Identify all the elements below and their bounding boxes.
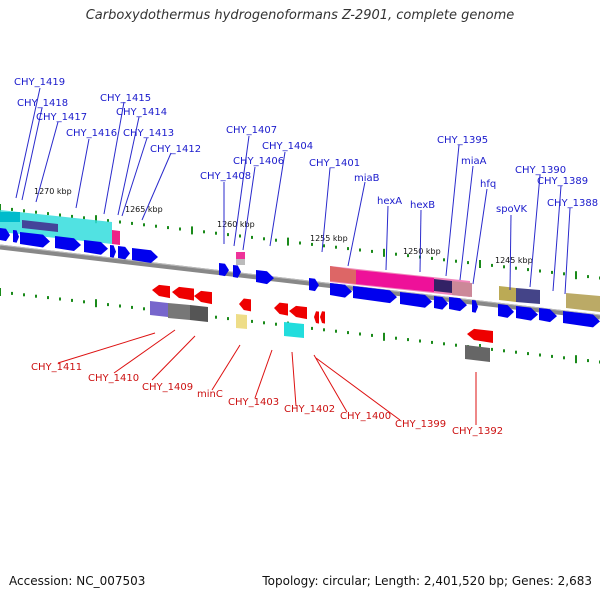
reverse-gene-labels: CHY_1411 CHY_1410 CHY_1409 minC CHY_1403… bbox=[31, 362, 503, 437]
forward-feature-bars bbox=[0, 210, 600, 312]
reverse-gene-arrow bbox=[467, 328, 493, 344]
gene-label: CHY_1401 bbox=[309, 158, 360, 169]
reverse-gene-arrow bbox=[320, 311, 325, 324]
forward-gene-arrow bbox=[256, 270, 274, 285]
forward-gene-labels: CHY_1419 CHY_1418 CHY_1417 CHY_1416 CHY_… bbox=[14, 77, 598, 215]
gene-label: CHY_1408 bbox=[200, 171, 251, 182]
reverse-feature-bars bbox=[150, 301, 490, 362]
reverse-gene-arrow bbox=[314, 311, 319, 324]
forward-gene-arrow bbox=[563, 311, 600, 328]
gene-label: CHY_1407 bbox=[226, 125, 277, 136]
gene-label: miaA bbox=[461, 156, 487, 167]
accession-text: Accession: NC_007503 bbox=[9, 574, 146, 588]
forward-gene-arrow bbox=[84, 240, 108, 255]
scale-label: 1245 kbp bbox=[495, 256, 533, 265]
reverse-gene-arrows bbox=[152, 284, 493, 344]
forward-gene-arrow bbox=[20, 232, 50, 248]
scale-label: 1250 kbp bbox=[403, 247, 441, 256]
topology-text: Topology: circular; Length: 2,401,520 bp… bbox=[262, 574, 592, 588]
scale-label: 1270 kbp bbox=[34, 187, 72, 196]
gene-label: CHY_1395 bbox=[437, 135, 488, 146]
forward-gene-arrow bbox=[516, 306, 538, 321]
forward-gene-arrow bbox=[353, 286, 397, 304]
gene-label: CHY_1389 bbox=[537, 176, 588, 187]
gene-label: CHY_1411 bbox=[31, 362, 82, 373]
forward-gene-arrow bbox=[539, 308, 557, 323]
forward-gene-arrow bbox=[309, 278, 319, 292]
forward-gene-arrow bbox=[0, 228, 10, 242]
forward-gene-arrow bbox=[330, 283, 352, 298]
gene-label: CHY_1399 bbox=[395, 419, 446, 430]
forward-leader-lines bbox=[15, 87, 571, 295]
scale-label: 1265 kbp bbox=[125, 205, 163, 214]
forward-gene-arrow bbox=[434, 296, 448, 310]
gene-label: CHY_1392 bbox=[452, 426, 503, 437]
map-title: Carboxydothermus hydrogenoformans Z-2901… bbox=[85, 8, 515, 23]
forward-gene-arrow bbox=[13, 230, 19, 243]
reverse-gene-arrow bbox=[274, 302, 288, 316]
gene-label: CHY_1418 bbox=[17, 98, 68, 109]
gene-label: minC bbox=[197, 389, 223, 400]
forward-gene-arrow bbox=[472, 300, 478, 313]
forward-gene-arrow bbox=[449, 297, 467, 312]
reverse-leader-lines bbox=[57, 329, 477, 425]
gene-label: CHY_1412 bbox=[150, 144, 201, 155]
gene-label: CHY_1400 bbox=[340, 411, 391, 422]
gene-label: CHY_1416 bbox=[66, 128, 117, 139]
scale-label: 1255 kbp bbox=[310, 234, 348, 243]
reverse-gene-arrow bbox=[172, 286, 194, 301]
forward-gene-arrow bbox=[118, 246, 130, 260]
gene-label: CHY_1406 bbox=[233, 156, 284, 167]
reverse-gene-arrow bbox=[239, 298, 251, 312]
gene-label: CHY_1415 bbox=[100, 93, 151, 104]
gene-label: CHY_1390 bbox=[515, 165, 566, 176]
gene-label: CHY_1417 bbox=[36, 112, 87, 123]
gene-label: CHY_1409 bbox=[142, 382, 193, 393]
gene-label: CHY_1388 bbox=[547, 198, 598, 209]
gene-label: CHY_1402 bbox=[284, 404, 335, 415]
forward-gene-arrow bbox=[233, 265, 241, 278]
gene-label: miaB bbox=[354, 173, 380, 184]
reverse-gene-arrow bbox=[194, 290, 212, 305]
forward-gene-arrow bbox=[110, 245, 116, 258]
forward-gene-arrow bbox=[498, 304, 514, 318]
gene-label: CHY_1419 bbox=[14, 77, 65, 88]
gene-label: hexB bbox=[410, 200, 435, 211]
gene-label: CHY_1413 bbox=[123, 128, 174, 139]
gene-label: CHY_1404 bbox=[262, 141, 313, 152]
scale-labels: 1270 kbp 1265 kbp 1260 kbp 1255 kbp 1250… bbox=[34, 187, 533, 265]
forward-gene-arrow bbox=[219, 263, 229, 277]
gene-label: CHY_1403 bbox=[228, 397, 279, 408]
gene-label: CHY_1414 bbox=[116, 107, 167, 118]
gene-label: hexA bbox=[377, 196, 402, 207]
forward-gene-arrows bbox=[0, 228, 600, 328]
gene-label: hfq bbox=[480, 179, 496, 190]
forward-gene-arrow bbox=[400, 292, 432, 308]
forward-gene-arrow bbox=[55, 236, 81, 252]
gene-label: spoVK bbox=[496, 204, 528, 215]
gene-label: CHY_1410 bbox=[88, 373, 139, 384]
reverse-gene-arrow bbox=[289, 305, 307, 320]
scale-label: 1260 kbp bbox=[217, 220, 255, 229]
reverse-gene-arrow bbox=[152, 284, 170, 299]
forward-gene-arrow bbox=[132, 248, 158, 264]
